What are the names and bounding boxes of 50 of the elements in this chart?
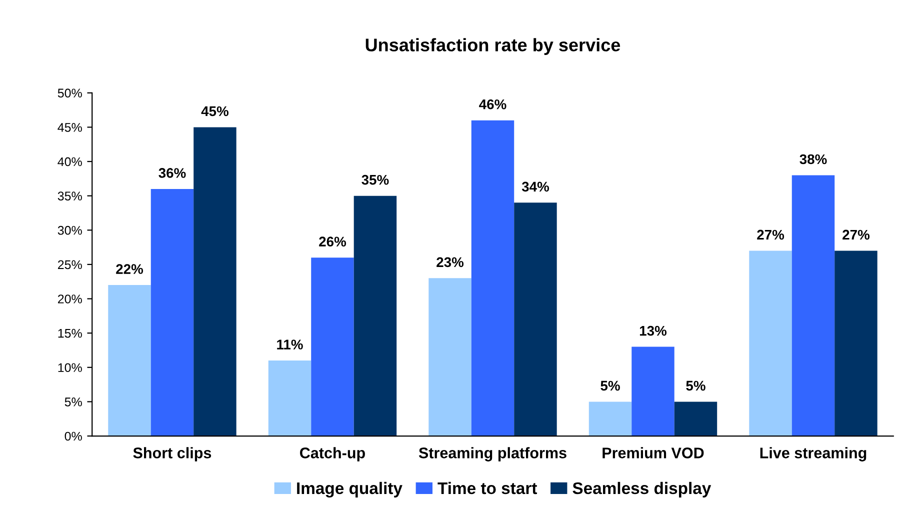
data-label: 27% (842, 230, 870, 240)
y-tick-label: 30% (58, 226, 82, 235)
bar (749, 250, 792, 436)
data-label: 36% (158, 168, 186, 178)
bar (428, 278, 472, 436)
y-tick-label: 35% (58, 192, 82, 200)
x-tick-label: Streaming platforms (418, 447, 566, 462)
y-tick-label: 10% (58, 363, 82, 372)
bar (311, 258, 354, 436)
y-tick-label: 5% (64, 398, 82, 406)
y-tick-label: 40% (58, 157, 82, 166)
y-tick-label: 0% (64, 432, 82, 441)
legend-label: Time to start (438, 482, 537, 494)
data-label: 5% (686, 380, 706, 391)
bar (108, 285, 151, 436)
y-tick-label: 15% (58, 328, 82, 338)
data-label: 38% (800, 154, 827, 164)
data-label: 34% (522, 182, 550, 192)
x-tick-label: Live streaming (760, 447, 866, 462)
bar (792, 175, 835, 436)
data-label: 45% (201, 106, 228, 116)
x-tick-label: Catch-up (300, 447, 365, 462)
bar (632, 346, 674, 436)
data-label: 22% (116, 264, 144, 274)
data-label: 46% (479, 99, 506, 110)
x-tick-label: Premium VOD (602, 447, 704, 458)
y-tick-label: 20% (58, 294, 82, 304)
legend-label: Image quality (297, 482, 402, 498)
data-label: 27% (757, 230, 784, 240)
data-label: 35% (362, 174, 389, 185)
y-tick-label: 50% (58, 88, 82, 98)
bar (194, 127, 236, 436)
bar (674, 402, 718, 436)
y-tick-label: 25% (58, 260, 82, 270)
bar (834, 250, 878, 436)
x-tick-label: Short clips (133, 447, 212, 462)
bar (471, 120, 514, 436)
bar (150, 188, 194, 436)
bar (514, 202, 557, 436)
bar (354, 196, 397, 436)
bar (268, 360, 312, 436)
data-label: 26% (319, 236, 346, 247)
legend-label: Seamless display (572, 482, 712, 498)
y-tick-label: 45% (58, 123, 82, 132)
data-label: 13% (640, 326, 667, 336)
data-label: 11% (277, 340, 303, 350)
chart-title: Unsatisfaction rate by service (366, 38, 620, 55)
data-label: 23% (436, 257, 464, 268)
bar (588, 402, 632, 436)
data-label: 5% (600, 380, 620, 391)
